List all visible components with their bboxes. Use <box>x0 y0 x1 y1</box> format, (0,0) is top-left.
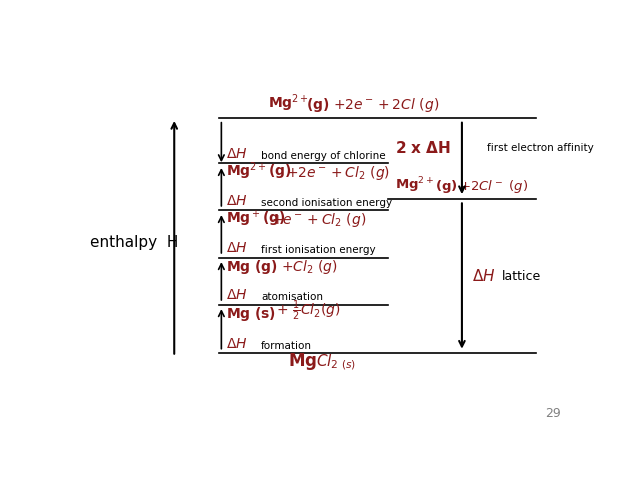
Text: $\mathbf{Mg}^+\mathbf{(g)}$: $\mathbf{Mg}^+\mathbf{(g)}$ <box>227 209 286 229</box>
Text: first ionisation energy: first ionisation energy <box>261 245 376 255</box>
Text: $\mathbf{Mg}^{2+}$: $\mathbf{Mg}^{2+}$ <box>395 175 434 195</box>
Text: $Cl_{2\ (s)}$: $Cl_{2\ (s)}$ <box>316 352 356 372</box>
Text: $+ 2Cl^-\ (g)$: $+ 2Cl^-\ (g)$ <box>460 178 529 195</box>
Text: $\Delta H$: $\Delta H$ <box>472 268 495 284</box>
Text: $\Delta H$: $\Delta H$ <box>227 288 248 302</box>
Text: $\mathbf{Mg}$: $\mathbf{Mg}$ <box>288 351 317 372</box>
Text: $+ 2e^- + 2Cl\ (g)$: $+ 2e^- + 2Cl\ (g)$ <box>333 96 439 114</box>
Text: lattice: lattice <box>502 269 541 283</box>
Text: bond energy of chlorine: bond energy of chlorine <box>261 151 386 161</box>
Text: first electron affinity: first electron affinity <box>486 144 593 153</box>
Text: $\Delta H$: $\Delta H$ <box>227 194 248 208</box>
Text: atomisation: atomisation <box>261 292 323 302</box>
Text: $\mathbf{Mg}^{2+}\mathbf{(g)}$: $\mathbf{Mg}^{2+}\mathbf{(g)}$ <box>227 160 292 182</box>
Text: $\Delta H$: $\Delta H$ <box>227 336 248 350</box>
Text: $+\ \frac{1}{2}Cl_2(g)$: $+\ \frac{1}{2}Cl_2(g)$ <box>276 299 340 323</box>
Text: $+ Cl_2\ (g)$: $+ Cl_2\ (g)$ <box>281 258 337 276</box>
Text: $\mathbf{(g)}$: $\mathbf{(g)}$ <box>306 96 329 114</box>
Text: $\mathbf{(g)}$: $\mathbf{(g)}$ <box>435 178 457 195</box>
Text: $\mathbf{Mg\ (s)}$: $\mathbf{Mg\ (s)}$ <box>227 305 276 323</box>
Text: $+ 2e^- + Cl_2\ (g)$: $+ 2e^- + Cl_2\ (g)$ <box>286 164 390 182</box>
Text: $\mathbf{2\ x\ \Delta H}$: $\mathbf{2\ x\ \Delta H}$ <box>395 140 451 156</box>
Text: $\mathbf{Mg}^{2+}$: $\mathbf{Mg}^{2+}$ <box>269 93 310 114</box>
Text: $\mathbf{Mg\ (g)}$: $\mathbf{Mg\ (g)}$ <box>227 258 278 276</box>
Text: 29: 29 <box>545 407 561 420</box>
Text: $\Delta H$: $\Delta H$ <box>227 241 248 255</box>
Text: second ionisation energy: second ionisation energy <box>261 198 392 208</box>
Text: formation: formation <box>261 341 312 350</box>
Text: $+ e^- + Cl_2\ (g)$: $+ e^- + Cl_2\ (g)$ <box>271 211 366 229</box>
Text: enthalpy  H: enthalpy H <box>90 235 179 250</box>
Text: $\Delta H$: $\Delta H$ <box>227 147 248 161</box>
